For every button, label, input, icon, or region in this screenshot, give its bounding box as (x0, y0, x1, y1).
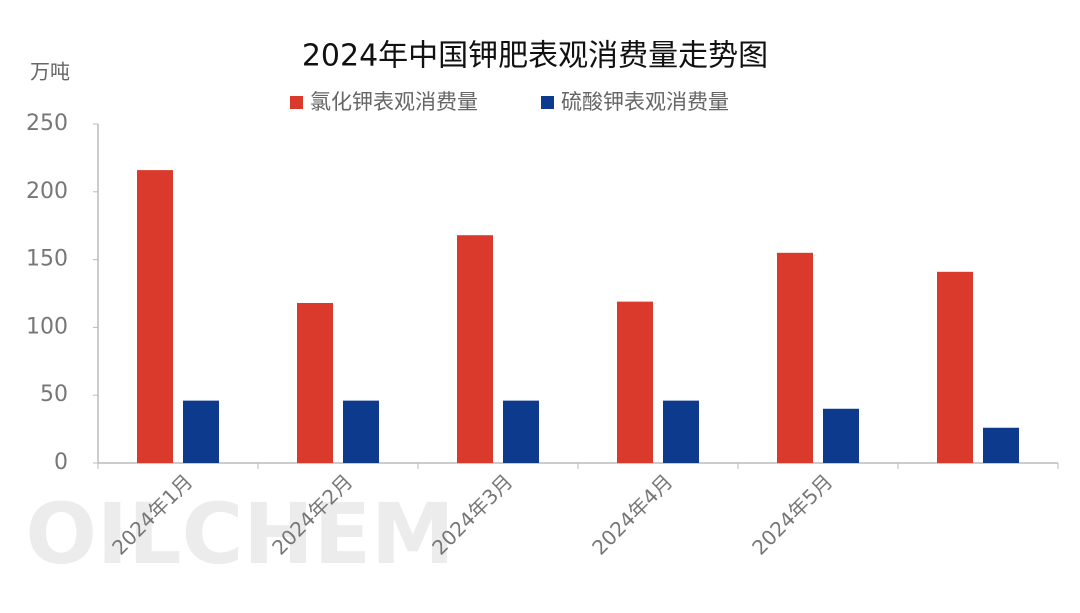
bar (457, 235, 493, 463)
bar (937, 271, 973, 463)
y-tick-label: 50 (40, 382, 68, 407)
legend-swatch (541, 96, 554, 109)
x-tick-label: 2024年5月 (747, 469, 837, 559)
y-tick-label: 100 (26, 314, 68, 339)
bar (777, 252, 813, 463)
y-tick-label: 0 (54, 450, 68, 475)
bar (183, 400, 219, 463)
y-axis-label: 万吨 (30, 60, 70, 84)
bar (137, 170, 173, 463)
x-tick-label: 2024年4月 (587, 469, 677, 559)
legend-label: 硫酸钾表观消费量 (561, 90, 729, 114)
legend-swatch (290, 96, 303, 109)
bar (823, 408, 859, 463)
legend-label: 氯化钾表观消费量 (310, 90, 478, 114)
y-tick-label: 150 (26, 247, 68, 272)
bar (343, 400, 379, 463)
y-tick-label: 200 (26, 179, 68, 204)
bar (663, 400, 699, 463)
bar (983, 427, 1019, 463)
bar (617, 301, 653, 463)
bar (503, 400, 539, 463)
watermark: OILCHEM (25, 485, 454, 583)
bar (297, 302, 333, 463)
y-tick-label: 250 (26, 111, 68, 136)
chart-title: 2024年中国钾肥表观消费量走势图 (302, 39, 768, 74)
